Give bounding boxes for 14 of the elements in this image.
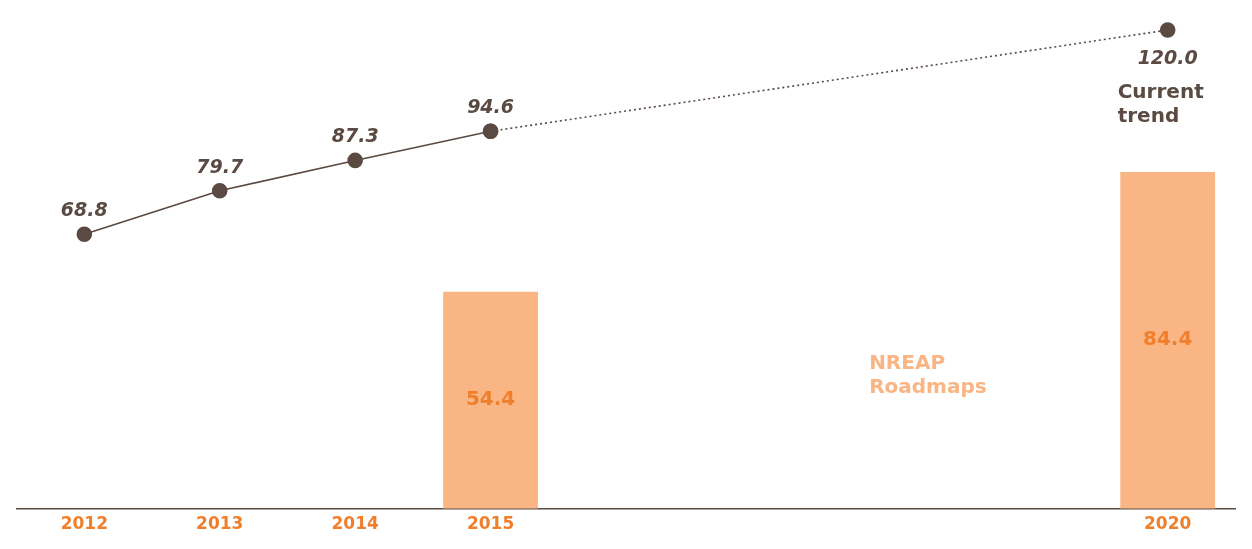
data-label: 87.3 [331, 124, 379, 147]
data-label: 79.7 [196, 154, 244, 177]
data-label: 68.8 [60, 198, 108, 221]
data-label: 84.4 [1143, 326, 1193, 351]
data-label: 94.6 [467, 95, 515, 118]
text: NREAP Roadmaps [869, 350, 987, 399]
x-tick-label: 2020 [1144, 513, 1192, 534]
x-tick-label: 2014 [331, 513, 379, 534]
x-tick-label: 2015 [466, 513, 515, 534]
data-label: 120.0 [1137, 46, 1198, 68]
x-tick-label: 2013 [196, 513, 244, 534]
text: Current trend [1117, 79, 1205, 127]
data-label: 54.4 [465, 386, 516, 411]
x-tick-label: 2012 [60, 513, 108, 534]
